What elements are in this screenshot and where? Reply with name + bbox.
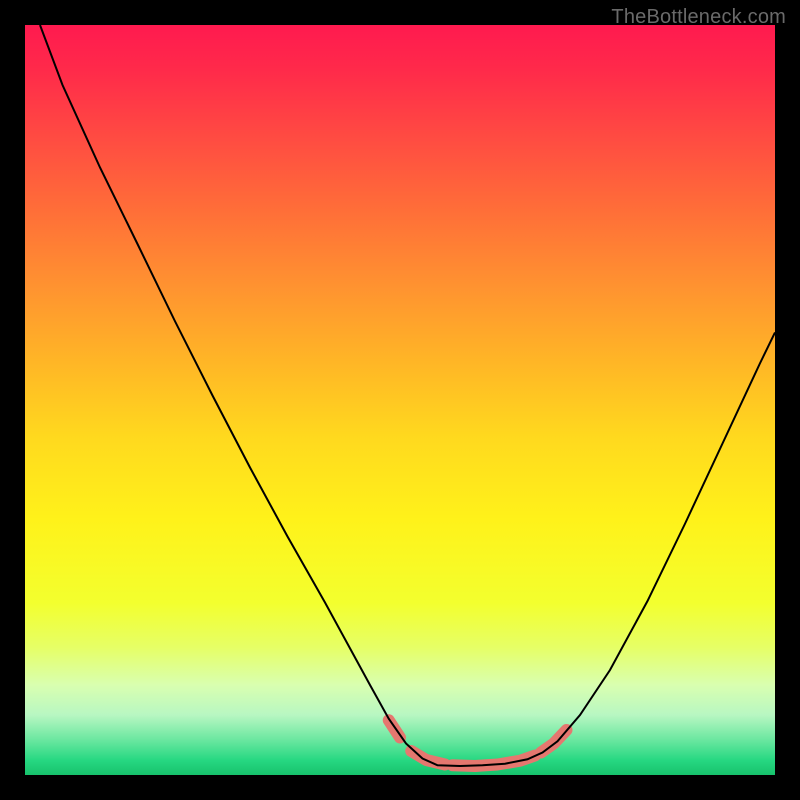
gradient-background bbox=[25, 25, 775, 775]
plot-area bbox=[25, 25, 775, 775]
watermark-label: TheBottleneck.com bbox=[611, 6, 786, 29]
chart-frame: TheBottleneck.com bbox=[0, 0, 800, 800]
plot-svg bbox=[25, 25, 775, 775]
